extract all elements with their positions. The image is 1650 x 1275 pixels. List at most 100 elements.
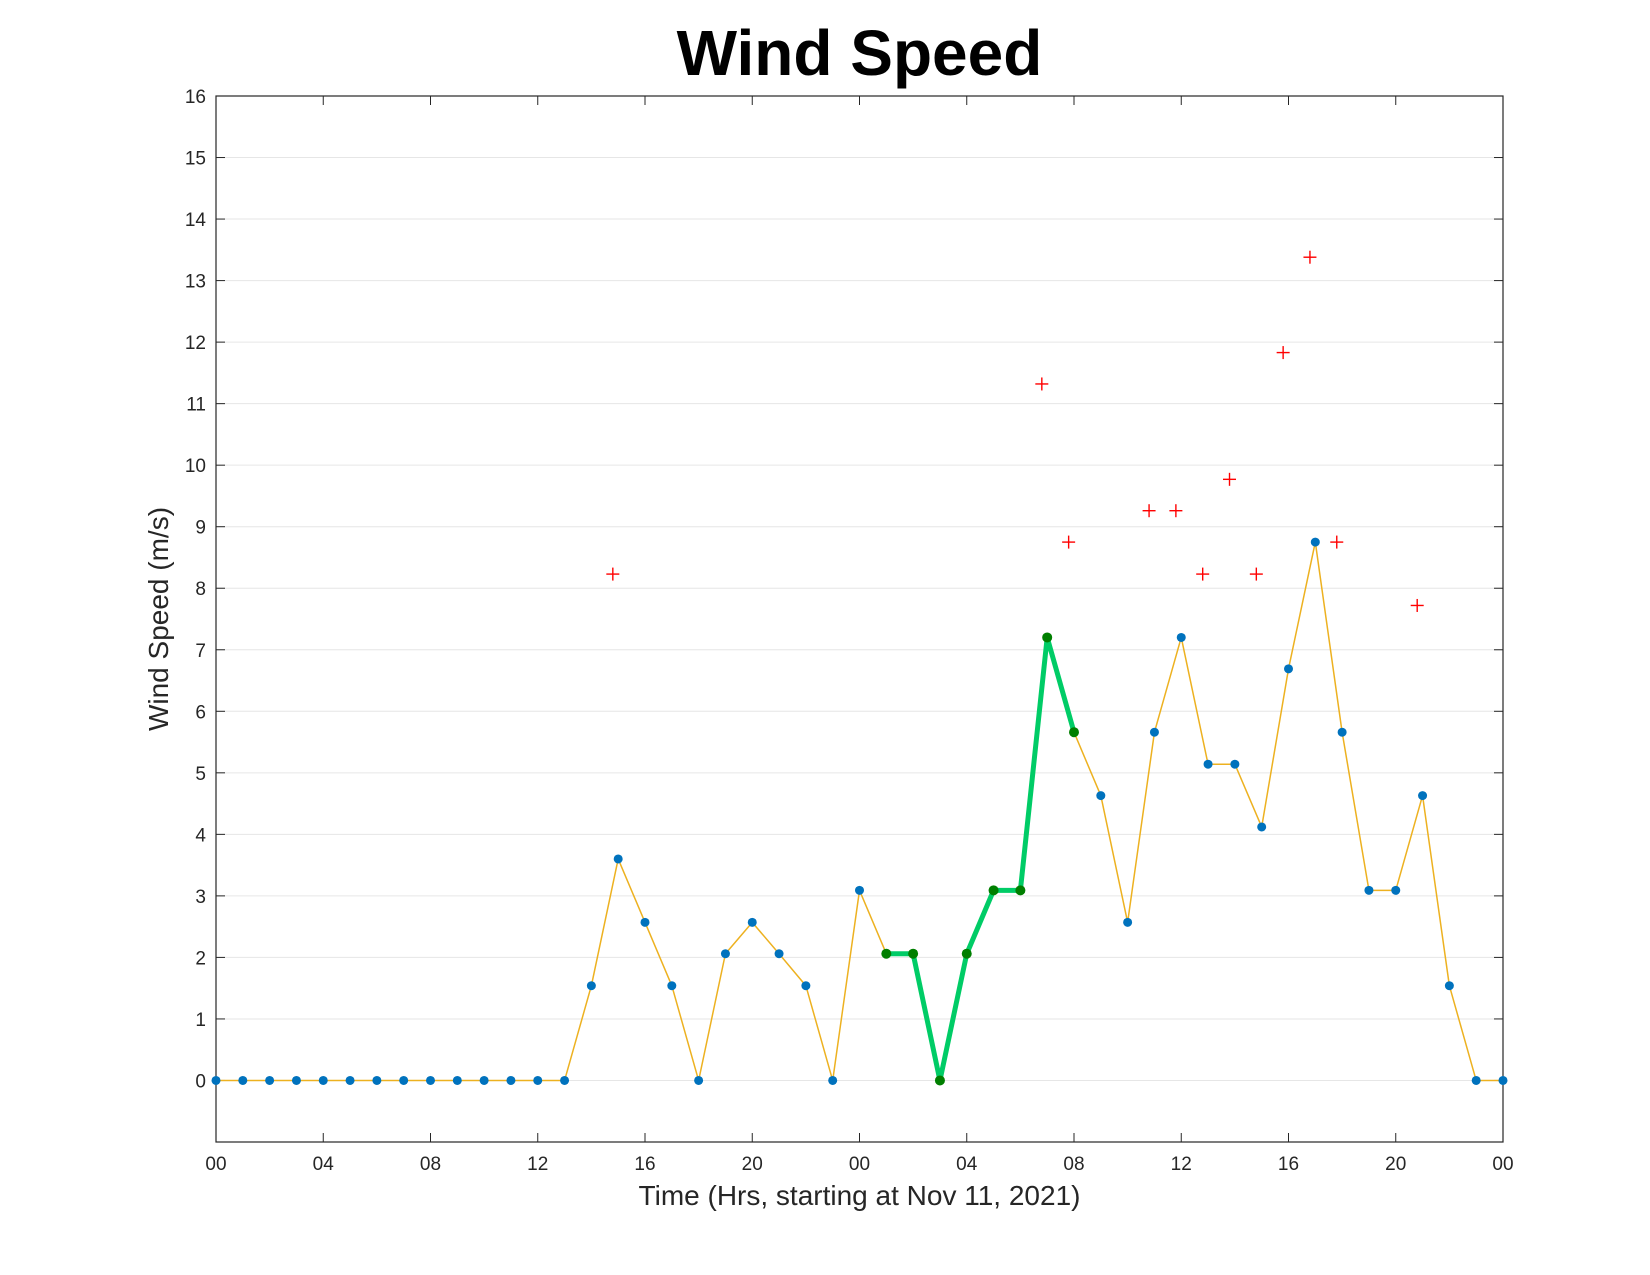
wind-speed-point bbox=[426, 1075, 435, 1085]
y-tick-label: 8 bbox=[195, 579, 206, 600]
y-tick-label: 12 bbox=[185, 333, 206, 354]
chart-title: Wind Speed bbox=[677, 17, 1043, 89]
wind-speed-point bbox=[1337, 727, 1347, 737]
wind-speed-point bbox=[1123, 917, 1133, 927]
x-tick-label: 00 bbox=[849, 1154, 870, 1175]
highlight-segment-point bbox=[1015, 885, 1026, 896]
y-tick-label: 11 bbox=[186, 395, 206, 416]
y-axis-label: Wind Speed (m/s) bbox=[143, 507, 174, 731]
wind-speed-point bbox=[560, 1075, 570, 1085]
wind-speed-point bbox=[1310, 537, 1320, 547]
gust-marker bbox=[1276, 346, 1290, 360]
wind-speed-point bbox=[667, 981, 677, 991]
wind-speed-point bbox=[1176, 632, 1186, 642]
wind-speed-point bbox=[1096, 791, 1106, 801]
gust-marker bbox=[1196, 567, 1210, 581]
y-tick-label: 7 bbox=[195, 641, 206, 662]
wind-speed-point bbox=[720, 949, 730, 959]
x-tick-label: 04 bbox=[956, 1154, 978, 1175]
highlight-segment-point bbox=[934, 1075, 945, 1086]
wind-speed-point bbox=[1471, 1075, 1481, 1085]
wind-speed-point bbox=[640, 917, 650, 927]
y-tick-label: 0 bbox=[195, 1071, 206, 1092]
y-tick-label: 15 bbox=[185, 149, 206, 170]
wind-speed-line bbox=[216, 541, 1503, 1082]
wind-speed-point bbox=[479, 1075, 489, 1085]
highlight-segment-point bbox=[1069, 727, 1079, 738]
wind-speed-point bbox=[238, 1075, 248, 1085]
y-tick-label: 1 bbox=[195, 1010, 206, 1031]
gust-marker bbox=[1035, 377, 1049, 391]
highlight-segment-point bbox=[988, 885, 999, 896]
grid-lines bbox=[216, 157, 1503, 1081]
wind-speed-point bbox=[1444, 981, 1454, 991]
wind-speed-point bbox=[1230, 759, 1240, 769]
y-tick-label: 5 bbox=[195, 764, 206, 785]
y-tick-label: 6 bbox=[195, 702, 206, 723]
wind-speed-point bbox=[694, 1075, 704, 1085]
gust-marker bbox=[1169, 504, 1183, 518]
y-tick-label: 13 bbox=[185, 272, 206, 293]
x-tick-label: 00 bbox=[1492, 1154, 1513, 1175]
y-tick-label: 3 bbox=[195, 887, 206, 908]
x-tick-label: 16 bbox=[634, 1154, 655, 1175]
wind-speed-point bbox=[211, 1075, 221, 1085]
wind-speed-point bbox=[1391, 885, 1401, 895]
x-tick-label: 16 bbox=[1278, 1154, 1299, 1175]
wind-speed-point bbox=[1257, 822, 1267, 832]
x-tick-label: 12 bbox=[527, 1154, 548, 1175]
wind-speed-point bbox=[747, 917, 757, 927]
y-tick-label: 4 bbox=[195, 825, 206, 846]
gust-marker bbox=[1330, 535, 1344, 549]
y-tick-label: 10 bbox=[185, 456, 206, 477]
wind-speed-point bbox=[613, 854, 623, 864]
wind-speed-point bbox=[828, 1075, 838, 1085]
wind-speed-point bbox=[372, 1075, 382, 1085]
wind-speed-point bbox=[452, 1075, 462, 1085]
x-tick-label: 20 bbox=[742, 1154, 763, 1175]
gust-marker bbox=[606, 567, 620, 581]
wind-speed-point bbox=[586, 981, 596, 991]
wind-speed-point bbox=[801, 981, 811, 991]
x-tick-label: 00 bbox=[205, 1154, 226, 1175]
highlight-segment-point bbox=[908, 948, 919, 959]
wind-speed-point bbox=[506, 1075, 516, 1085]
highlight-segment-point bbox=[881, 948, 892, 959]
wind-speed-point bbox=[1364, 885, 1374, 895]
highlight-segment-point bbox=[961, 948, 972, 959]
wind-speed-point bbox=[1149, 727, 1159, 737]
wind-speed-point bbox=[1418, 791, 1428, 801]
gust-marker bbox=[1303, 250, 1317, 264]
y-tick-label: 16 bbox=[185, 87, 206, 108]
x-tick-label: 08 bbox=[1063, 1154, 1084, 1175]
wind-speed-point bbox=[774, 949, 784, 959]
data-series bbox=[211, 250, 1508, 1086]
wind-speed-point bbox=[345, 1075, 355, 1085]
y-tick-label: 14 bbox=[185, 210, 207, 231]
gust-marker bbox=[1249, 567, 1263, 581]
y-tick-label: 2 bbox=[195, 948, 206, 969]
wind-speed-point bbox=[533, 1075, 543, 1085]
wind-speed-point bbox=[291, 1075, 301, 1085]
wind-speed-point bbox=[318, 1075, 328, 1085]
wind-speed-point bbox=[855, 885, 864, 895]
x-tick-label: 08 bbox=[420, 1154, 441, 1175]
x-tick-label: 04 bbox=[313, 1154, 335, 1175]
y-tick-label: 9 bbox=[195, 518, 206, 539]
x-axis-label: Time (Hrs, starting at Nov 11, 2021) bbox=[639, 1180, 1081, 1211]
wind-speed-point bbox=[399, 1075, 409, 1085]
gust-marker bbox=[1410, 598, 1424, 612]
x-tick-label: 20 bbox=[1385, 1154, 1406, 1175]
x-tick-label: 12 bbox=[1171, 1154, 1192, 1175]
gust-marker bbox=[1142, 504, 1156, 518]
wind-speed-point bbox=[265, 1075, 275, 1085]
highlight-segment-line bbox=[883, 634, 1077, 1083]
gust-marker bbox=[1062, 535, 1076, 549]
wind-speed-point bbox=[1284, 664, 1293, 674]
gust-marker bbox=[1223, 472, 1237, 486]
wind-speed-point bbox=[1203, 759, 1213, 769]
highlight-segment-point bbox=[1042, 632, 1053, 643]
wind-speed-point bbox=[1498, 1075, 1508, 1085]
